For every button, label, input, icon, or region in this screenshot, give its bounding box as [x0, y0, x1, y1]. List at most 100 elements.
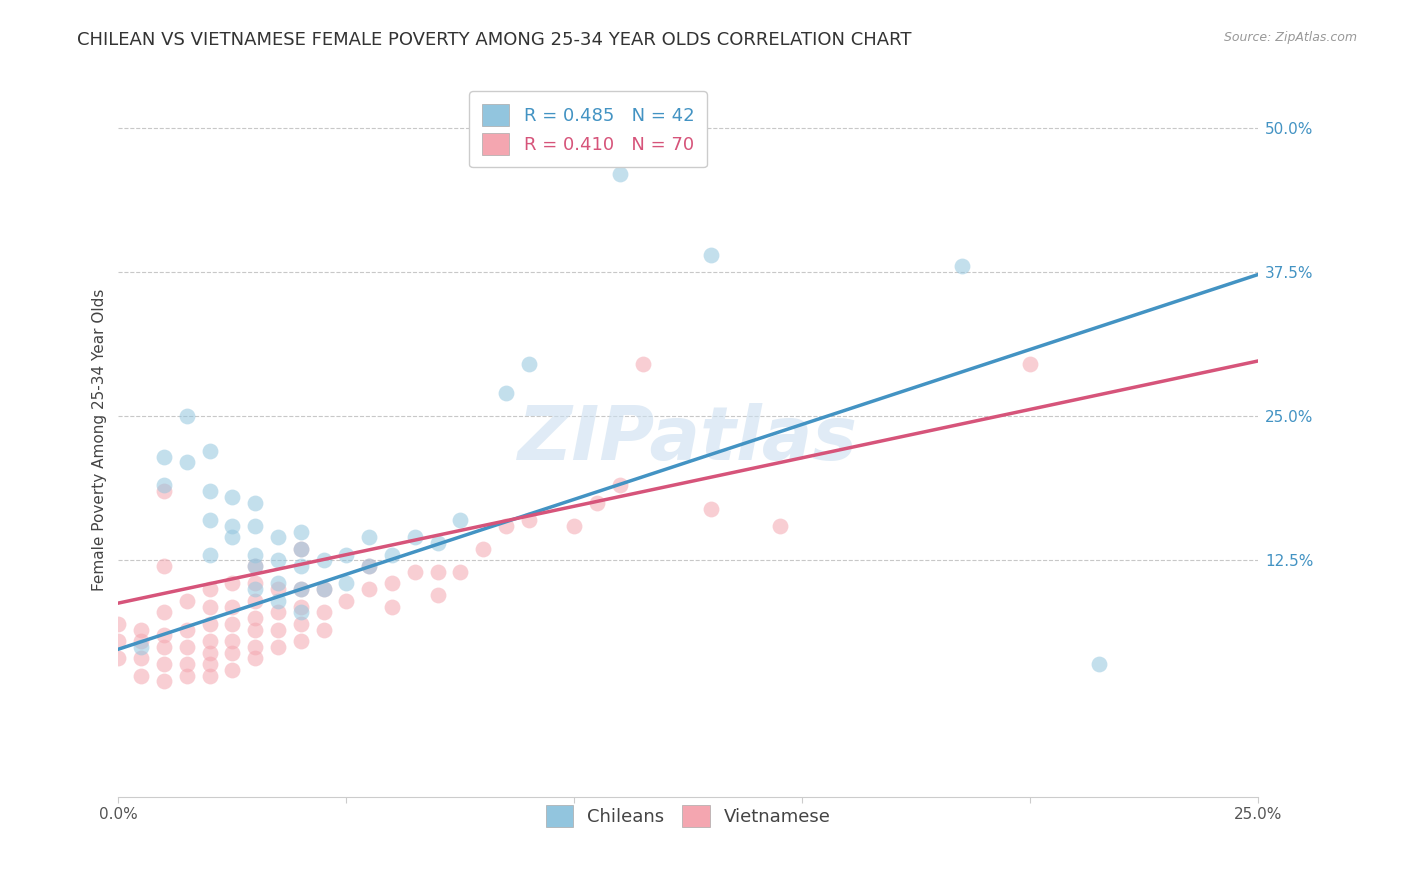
Point — [290, 599, 312, 614]
Point — [198, 599, 221, 614]
Point — [153, 450, 176, 464]
Point — [267, 530, 290, 544]
Point — [950, 260, 973, 274]
Point — [245, 651, 267, 665]
Point — [198, 513, 221, 527]
Point — [129, 669, 152, 683]
Point — [267, 576, 290, 591]
Point — [153, 674, 176, 689]
Point — [586, 496, 609, 510]
Point — [290, 524, 312, 539]
Point — [221, 599, 243, 614]
Point — [312, 582, 335, 597]
Y-axis label: Female Poverty Among 25-34 Year Olds: Female Poverty Among 25-34 Year Olds — [93, 288, 107, 591]
Point — [609, 167, 631, 181]
Point — [404, 565, 426, 579]
Point — [495, 518, 517, 533]
Point — [198, 548, 221, 562]
Point — [221, 490, 243, 504]
Point — [153, 605, 176, 619]
Point — [335, 576, 357, 591]
Point — [129, 623, 152, 637]
Point — [290, 541, 312, 556]
Point — [245, 640, 267, 654]
Point — [426, 536, 449, 550]
Point — [245, 518, 267, 533]
Point — [426, 565, 449, 579]
Point — [107, 651, 129, 665]
Point — [312, 553, 335, 567]
Point — [359, 559, 381, 574]
Legend: Chileans, Vietnamese: Chileans, Vietnamese — [538, 797, 838, 834]
Point — [1019, 358, 1042, 372]
Point — [245, 559, 267, 574]
Point — [176, 657, 198, 672]
Point — [153, 628, 176, 642]
Point — [176, 409, 198, 424]
Point — [245, 594, 267, 608]
Text: CHILEAN VS VIETNAMESE FEMALE POVERTY AMONG 25-34 YEAR OLDS CORRELATION CHART: CHILEAN VS VIETNAMESE FEMALE POVERTY AMO… — [77, 31, 912, 49]
Point — [153, 478, 176, 492]
Point — [381, 599, 404, 614]
Point — [495, 386, 517, 401]
Text: ZIPatlas: ZIPatlas — [519, 403, 858, 475]
Point — [245, 548, 267, 562]
Point — [381, 576, 404, 591]
Point — [221, 530, 243, 544]
Point — [267, 553, 290, 567]
Point — [176, 640, 198, 654]
Point — [198, 616, 221, 631]
Point — [517, 358, 540, 372]
Point — [290, 616, 312, 631]
Point — [631, 358, 654, 372]
Point — [176, 669, 198, 683]
Point — [153, 559, 176, 574]
Point — [426, 588, 449, 602]
Point — [472, 541, 495, 556]
Point — [381, 548, 404, 562]
Point — [290, 634, 312, 648]
Point — [564, 518, 586, 533]
Point — [335, 594, 357, 608]
Point — [153, 657, 176, 672]
Point — [312, 582, 335, 597]
Point — [221, 634, 243, 648]
Point — [198, 634, 221, 648]
Point — [176, 594, 198, 608]
Point — [290, 559, 312, 574]
Point — [267, 582, 290, 597]
Point — [245, 576, 267, 591]
Text: Source: ZipAtlas.com: Source: ZipAtlas.com — [1223, 31, 1357, 45]
Point — [290, 605, 312, 619]
Point — [221, 576, 243, 591]
Point — [290, 582, 312, 597]
Point — [198, 484, 221, 499]
Point — [312, 605, 335, 619]
Point — [290, 541, 312, 556]
Point — [245, 559, 267, 574]
Point — [221, 646, 243, 660]
Point — [335, 548, 357, 562]
Point — [267, 605, 290, 619]
Point — [129, 634, 152, 648]
Point — [267, 594, 290, 608]
Point — [245, 582, 267, 597]
Point — [198, 646, 221, 660]
Point — [153, 640, 176, 654]
Point — [267, 640, 290, 654]
Point — [768, 518, 790, 533]
Point — [700, 248, 723, 262]
Point — [221, 616, 243, 631]
Point — [245, 611, 267, 625]
Point — [129, 651, 152, 665]
Point — [700, 501, 723, 516]
Point — [107, 634, 129, 648]
Point — [198, 582, 221, 597]
Point — [245, 496, 267, 510]
Point — [1087, 657, 1109, 672]
Point — [176, 623, 198, 637]
Point — [221, 518, 243, 533]
Point — [449, 513, 471, 527]
Point — [129, 640, 152, 654]
Point — [221, 663, 243, 677]
